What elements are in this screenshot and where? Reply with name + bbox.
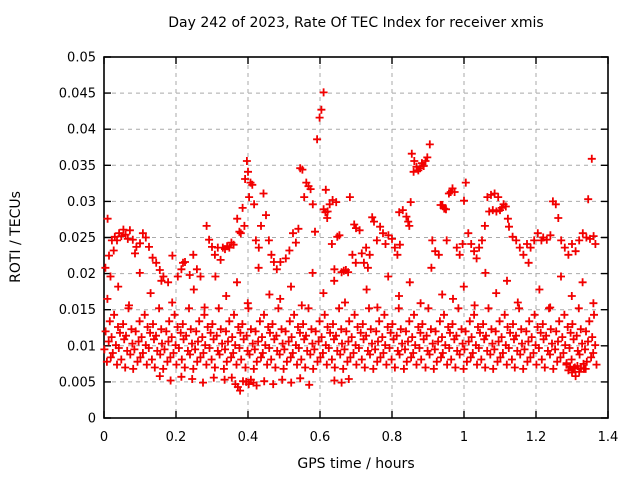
x-tick-label: 0.8	[382, 430, 403, 445]
x-tick-label: 0.4	[238, 430, 259, 445]
plot-border	[103, 56, 609, 419]
y-tick-label: 0.04	[67, 123, 96, 138]
scatter-points	[100, 88, 601, 395]
y-tick-label: 0.03	[67, 195, 96, 210]
y-tick-label: 0.015	[59, 303, 96, 318]
y-tick-label: 0.005	[59, 375, 96, 390]
chart-title: Day 242 of 2023, Rate Of TEC Index for r…	[168, 15, 543, 31]
x-tick-label: 0.6	[310, 430, 331, 445]
y-axis-label: ROTI / TECUs	[8, 191, 24, 283]
x-axis-label: GPS time / hours	[297, 456, 414, 472]
y-tick-label: 0.01	[67, 339, 96, 354]
y-tick-label: 0.05	[67, 51, 96, 66]
y-tick-label: 0.02	[67, 267, 96, 282]
y-tick-label: 0.025	[59, 231, 96, 246]
x-tick-label: 0	[100, 430, 108, 445]
y-tick-label: 0	[88, 412, 96, 427]
x-tick-label: 1.4	[598, 430, 619, 445]
x-tick-label: 0.2	[166, 430, 187, 445]
x-tick-label: 1.2	[526, 430, 547, 445]
y-tick-label: 0.035	[59, 159, 96, 174]
y-tick-label: 0.045	[59, 87, 96, 102]
x-tick-label: 1	[460, 430, 468, 445]
